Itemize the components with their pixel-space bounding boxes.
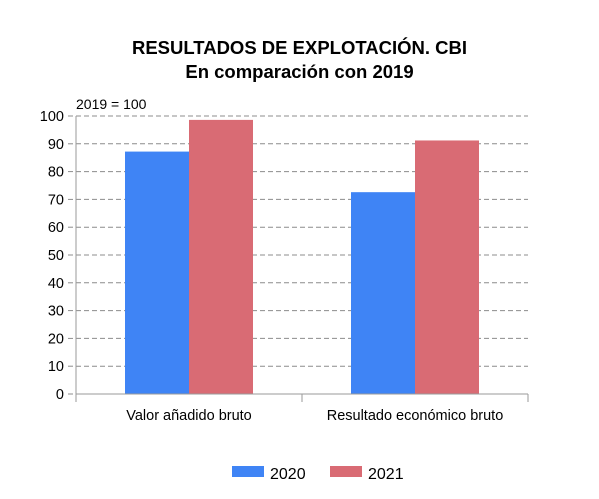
y-tick-label: 30 [48, 304, 64, 320]
chart-title-line-1: RESULTADOS DE EXPLOTACIÓN. CBI [131, 37, 468, 58]
category-label: Resultado económico bruto [327, 408, 504, 424]
y-tick-label: 20 [48, 331, 64, 347]
y-tick-label: 70 [48, 192, 64, 208]
y-tick-label: 50 [48, 248, 64, 264]
y-tick-label: 100 [40, 109, 64, 125]
y-tick-label: 40 [48, 276, 64, 292]
legend-swatch-2020 [232, 466, 264, 477]
y-tick-label: 60 [48, 220, 64, 236]
y-tick-label: 10 [48, 359, 64, 375]
base-year-note: 2019 = 100 [76, 96, 147, 112]
y-axis-ticks: 0 10 20 30 40 50 60 70 80 90 100 [40, 109, 76, 403]
axes [75, 116, 529, 402]
legend-swatch-2021 [330, 466, 362, 477]
legend: 2020 2021 [232, 466, 404, 483]
y-tick-label: 0 [56, 387, 64, 403]
category-labels: Valor añadido bruto Resultado económico b… [126, 408, 503, 424]
bar-2021-1 [189, 119, 253, 394]
y-tick-label: 90 [48, 137, 64, 153]
bar-2020-2 [351, 192, 415, 394]
chart-title: RESULTADOS DE EXPLOTACIÓN. CBI En compar… [0, 36, 599, 84]
bar-2021-2 [415, 140, 479, 394]
category-label: Valor añadido bruto [126, 408, 252, 424]
chart-title-line-2: En comparación con 2019 [185, 61, 414, 82]
y-tick-label: 80 [48, 165, 64, 181]
bars [125, 119, 479, 394]
legend-label: 2020 [270, 466, 306, 483]
legend-label: 2021 [368, 466, 404, 483]
bar-2020-1 [125, 151, 189, 394]
